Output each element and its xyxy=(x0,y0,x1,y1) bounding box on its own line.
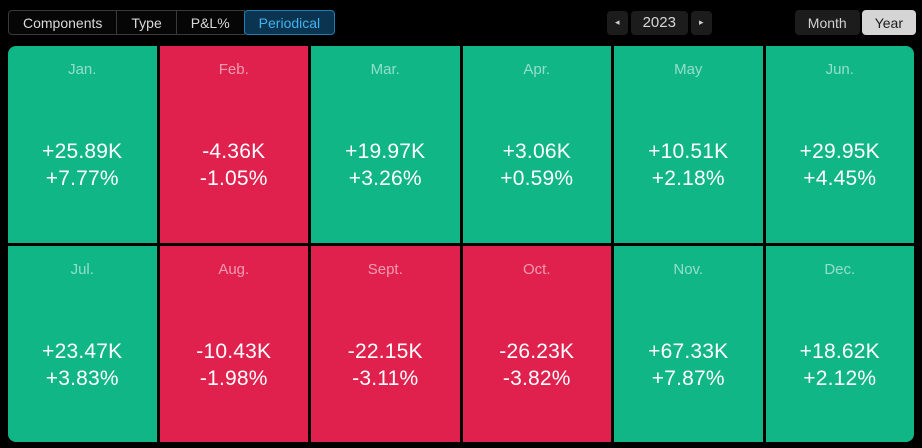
month-label: Jul. xyxy=(70,260,94,278)
month-pnl-percent: +7.87% xyxy=(651,366,725,390)
tab-type[interactable]: Type xyxy=(116,10,177,35)
month-pnl-value: -26.23K xyxy=(499,339,575,363)
month-values: +23.47K +3.83% xyxy=(8,338,157,392)
month-pnl-percent: -3.11% xyxy=(352,366,419,390)
year-navigation: ◂ 2023 ▸ xyxy=(606,10,712,35)
pnl-calendar-grid: Jan. +25.89K +7.77% Feb. -4.36K -1.05% M… xyxy=(8,46,914,442)
month-tile-may: May +10.51K +2.18% xyxy=(614,46,763,243)
month-pnl-percent: -1.05% xyxy=(199,167,268,191)
month-pnl-value: +25.89K xyxy=(42,140,123,164)
month-values: +29.95K +4.45% xyxy=(766,138,915,192)
view-tabs: Components Type P&L% Periodical xyxy=(8,10,336,35)
month-label: Sept. xyxy=(367,260,403,278)
month-values: +19.97K +3.26% xyxy=(311,138,460,192)
month-pnl-percent: +7.77% xyxy=(45,167,119,191)
month-pnl-percent: -3.82% xyxy=(502,366,571,390)
month-values: -10.43K -1.98% xyxy=(160,338,309,392)
month-tile-dec: Dec. +18.62K +2.12% xyxy=(765,245,915,442)
month-tile-oct: Oct. -26.23K -3.82% xyxy=(462,245,612,442)
month-tile-jul: Jul. +23.47K +3.83% xyxy=(8,245,157,442)
month-pnl-value: +10.51K xyxy=(648,140,729,164)
tab-periodical[interactable]: Periodical xyxy=(243,10,336,35)
month-label: Apr. xyxy=(523,61,551,78)
next-year-button[interactable]: ▸ xyxy=(690,10,712,35)
prev-year-button[interactable]: ◂ xyxy=(606,10,628,35)
month-pnl-value: +19.97K xyxy=(345,140,426,164)
month-values: +18.62K +2.12% xyxy=(766,338,915,392)
month-tile-aug: Aug. -10.43K -1.98% xyxy=(159,245,309,442)
month-label: Feb. xyxy=(218,61,249,78)
month-pnl-value: -4.36K xyxy=(202,140,266,164)
month-values: +3.06K +0.59% xyxy=(463,138,612,192)
month-values: +67.33K +7.87% xyxy=(614,338,763,392)
tab-pnl-percent[interactable]: P&L% xyxy=(175,10,245,35)
topbar: Components Type P&L% Periodical ◂ 2023 ▸… xyxy=(0,0,922,45)
month-values: +25.89K +7.77% xyxy=(8,138,157,192)
month-tile-nov: Nov. +67.33K +7.87% xyxy=(614,245,763,442)
month-tile-feb: Feb. -4.36K -1.05% xyxy=(159,46,309,243)
year-toggle-button[interactable]: Year xyxy=(861,10,916,35)
month-label: Dec. xyxy=(824,260,856,278)
month-pnl-value: +3.06K xyxy=(502,140,571,164)
month-label: Jan. xyxy=(68,61,97,78)
month-pnl-value: +29.95K xyxy=(799,140,880,164)
month-tile-sept: Sept. -22.15K -3.11% xyxy=(311,245,460,442)
month-pnl-value: -10.43K xyxy=(196,339,272,363)
chevron-right-icon: ▸ xyxy=(699,17,704,27)
month-tile-apr: Apr. +3.06K +0.59% xyxy=(462,46,612,243)
month-label: Jun. xyxy=(825,61,854,78)
year-display[interactable]: 2023 xyxy=(630,10,688,35)
month-pnl-percent: +2.12% xyxy=(803,366,877,390)
month-values: +10.51K +2.18% xyxy=(614,138,763,192)
month-pnl-percent: +3.26% xyxy=(348,167,422,191)
month-pnl-percent: +0.59% xyxy=(500,167,574,191)
chevron-left-icon: ◂ xyxy=(615,17,620,27)
month-pnl-value: +67.33K xyxy=(648,339,729,363)
month-pnl-percent: +3.83% xyxy=(45,366,119,390)
month-label: Nov. xyxy=(673,260,704,278)
month-toggle-button[interactable]: Month xyxy=(794,10,860,35)
month-label: Oct. xyxy=(522,260,551,278)
month-label: Mar. xyxy=(370,61,400,78)
month-pnl-percent: +4.45% xyxy=(803,167,877,191)
month-pnl-percent: +2.18% xyxy=(651,167,725,191)
month-tile-jan: Jan. +25.89K +7.77% xyxy=(8,46,157,243)
month-pnl-value: +23.47K xyxy=(42,339,123,363)
month-pnl-value: -22.15K xyxy=(347,339,423,363)
month-tile-mar: Mar. +19.97K +3.26% xyxy=(311,46,460,243)
month-label: Aug. xyxy=(218,260,250,278)
month-values: -26.23K -3.82% xyxy=(463,338,612,392)
month-tile-jun: Jun. +29.95K +4.45% xyxy=(765,46,915,243)
month-pnl-percent: -1.98% xyxy=(199,366,268,390)
month-values: -22.15K -3.11% xyxy=(311,338,460,392)
month-label: May xyxy=(674,61,703,78)
month-pnl-value: +18.62K xyxy=(799,339,880,363)
tab-components[interactable]: Components xyxy=(8,10,118,35)
period-toggle: Month Year xyxy=(794,10,916,35)
month-values: -4.36K -1.05% xyxy=(160,138,309,192)
